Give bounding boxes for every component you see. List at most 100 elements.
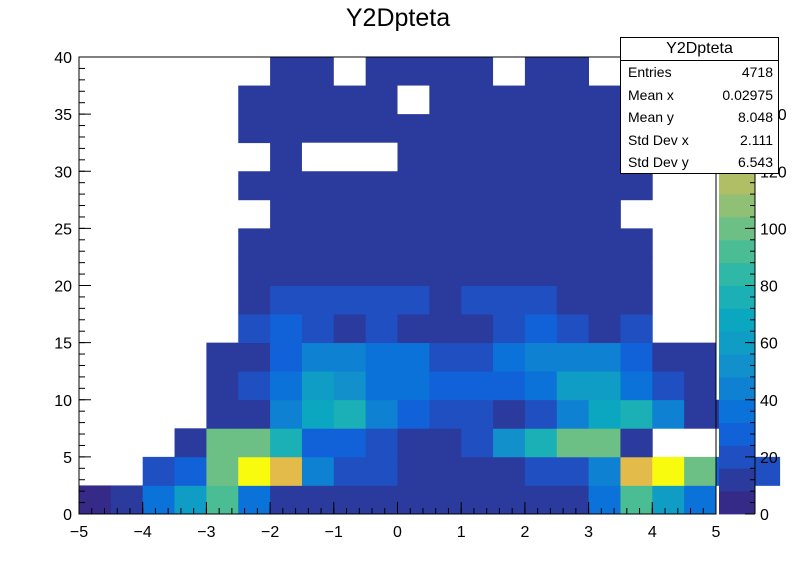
heatmap-cell bbox=[620, 228, 653, 258]
heatmap-cell bbox=[365, 485, 398, 515]
heatmap-cell bbox=[652, 399, 685, 429]
stats-box: Y2Dpteta Entries 4718 Mean x 0.02975 Mea… bbox=[620, 37, 779, 174]
heatmap-cell bbox=[270, 114, 303, 144]
colorbar-segment bbox=[719, 194, 755, 218]
heatmap-cell bbox=[429, 342, 462, 372]
heatmap-cell bbox=[142, 456, 175, 486]
heatmap-cell bbox=[333, 399, 367, 429]
heatmap-cell bbox=[524, 342, 558, 372]
heatmap-cell bbox=[301, 199, 335, 229]
heatmap-cell bbox=[301, 256, 335, 286]
heatmap-cell bbox=[524, 314, 558, 344]
heatmap-cell bbox=[461, 256, 494, 286]
heatmap-cell bbox=[238, 371, 271, 401]
heatmap-cell bbox=[270, 456, 303, 486]
heatmap-cell bbox=[524, 85, 558, 115]
heatmap-cell bbox=[652, 456, 685, 486]
heatmap-cell bbox=[429, 314, 462, 344]
heatmap-cell bbox=[429, 114, 462, 144]
colorbar-segment bbox=[719, 376, 755, 401]
heatmap-cell bbox=[333, 85, 367, 115]
heatmap-cell bbox=[620, 399, 653, 429]
heatmap-cell bbox=[238, 228, 271, 258]
heatmap-cell bbox=[556, 371, 589, 401]
y-tick-label: 40 bbox=[54, 50, 72, 67]
heatmap-cell bbox=[301, 228, 335, 258]
heatmap-cell bbox=[524, 456, 558, 486]
heatmap-cell bbox=[270, 199, 303, 229]
heatmap-cell bbox=[493, 314, 526, 344]
heatmap-cell bbox=[524, 228, 558, 258]
heatmap-cell bbox=[365, 456, 398, 486]
y-tick-label: 20 bbox=[54, 279, 72, 296]
heatmap-cell bbox=[524, 114, 558, 144]
heatmap-cell bbox=[301, 399, 335, 429]
heatmap-cell bbox=[333, 428, 367, 458]
heatmap-cell bbox=[397, 256, 430, 286]
heatmap-cell bbox=[588, 256, 621, 286]
x-tick-label: 1 bbox=[457, 524, 466, 541]
heatmap-cell bbox=[588, 199, 621, 229]
heatmap-cell bbox=[270, 285, 303, 315]
y-tick-label: 25 bbox=[54, 221, 72, 238]
colorbar-segment bbox=[719, 491, 755, 515]
stats-value: 0.02975 bbox=[722, 86, 773, 103]
heatmap-cell bbox=[238, 314, 271, 344]
heatmap-cell bbox=[588, 228, 621, 258]
heatmap-cell bbox=[429, 199, 462, 229]
heatmap-cell bbox=[397, 142, 430, 172]
heatmap-cell bbox=[301, 85, 335, 115]
heatmap-cell bbox=[620, 371, 653, 401]
x-tick-label: 4 bbox=[648, 524, 657, 541]
heatmap-cell bbox=[461, 456, 494, 486]
heatmap-cell bbox=[493, 142, 526, 172]
heatmap-cell bbox=[429, 399, 462, 429]
heatmap-cell bbox=[365, 171, 398, 201]
heatmap-cell bbox=[206, 371, 239, 401]
heatmap-cell bbox=[142, 485, 175, 515]
heatmap-cell bbox=[397, 199, 430, 229]
heatmap-cell bbox=[493, 342, 526, 372]
heatmap-cell bbox=[684, 342, 717, 372]
heatmap-cell bbox=[365, 228, 398, 258]
colorbar-segment bbox=[719, 216, 755, 241]
heatmap-cell bbox=[397, 171, 430, 201]
heatmap-cell bbox=[238, 428, 271, 458]
heatmap-cell bbox=[238, 256, 271, 286]
heatmap-empty-cell bbox=[301, 142, 398, 172]
heatmap-cell bbox=[461, 399, 494, 429]
heatmap-cell bbox=[301, 456, 335, 486]
heatmap-cell bbox=[684, 456, 717, 486]
heatmap-cell bbox=[620, 171, 653, 201]
y-tick-label: 0 bbox=[63, 507, 72, 524]
heatmap-cell bbox=[174, 456, 207, 486]
heatmap-cell bbox=[588, 142, 621, 172]
heatmap-cell bbox=[684, 399, 717, 429]
heatmap-cell bbox=[270, 342, 303, 372]
x-tick-label: 0 bbox=[393, 524, 402, 541]
heatmap-cell bbox=[429, 57, 462, 86]
heatmap-cell bbox=[365, 342, 398, 372]
chart-title: Y2Dpteta bbox=[345, 4, 451, 32]
heatmap-cell bbox=[461, 228, 494, 258]
heatmap-cell bbox=[556, 256, 589, 286]
heatmap-cell bbox=[333, 485, 367, 515]
heatmap-cell bbox=[301, 314, 335, 344]
heatmap-cell bbox=[461, 199, 494, 229]
heatmap-cell bbox=[588, 485, 621, 515]
stats-value: 4718 bbox=[741, 64, 773, 80]
heatmap-cell bbox=[429, 456, 462, 486]
colorbar-segment bbox=[719, 354, 755, 378]
heatmap-cell bbox=[556, 342, 589, 372]
y-tick-label: 35 bbox=[54, 107, 72, 124]
x-tick-label: −1 bbox=[325, 524, 343, 541]
y-tick-label: 30 bbox=[54, 164, 72, 181]
heatmap-cell bbox=[461, 428, 494, 458]
heatmap-cell bbox=[206, 399, 239, 429]
stats-row: Std Dev y 6.543 bbox=[621, 151, 778, 174]
heatmap-cell bbox=[365, 399, 398, 429]
heatmap-cell bbox=[333, 314, 367, 344]
heatmap-cell bbox=[365, 57, 398, 86]
heatmap-cell bbox=[206, 485, 239, 515]
heatmap-cell bbox=[588, 285, 621, 315]
